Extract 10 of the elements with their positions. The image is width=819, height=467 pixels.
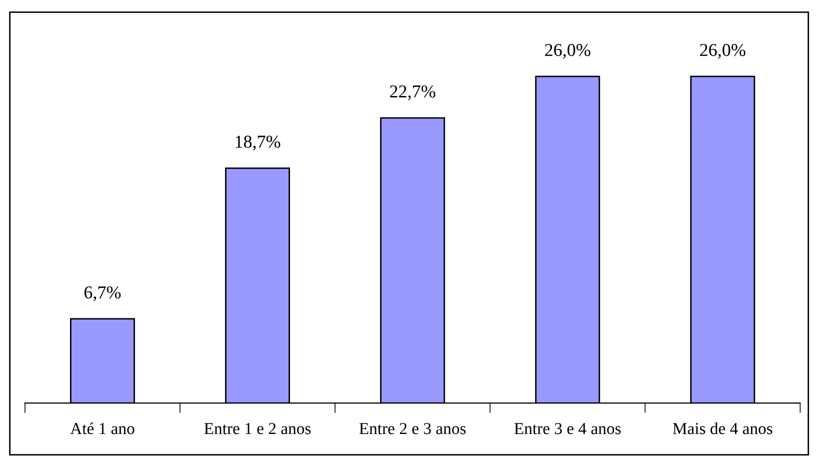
- data-label: 26,0%: [700, 44, 746, 59]
- data-label: 18,7%: [236, 136, 280, 150]
- data-label: 26,0%: [545, 44, 590, 59]
- data-label: 6,7%: [84, 286, 121, 302]
- x-tick-label: Entre 2 e 3 anos: [359, 422, 466, 434]
- x-tick-label: Entre 1 e 2 anos: [204, 422, 311, 434]
- x-tick-label: Até 1 ano: [70, 422, 134, 434]
- data-label: 22,7%: [390, 85, 436, 100]
- x-tick-label: Mais de 4 anos: [672, 422, 772, 434]
- x-tick-label: Entre 3 e 4 anos: [514, 422, 621, 434]
